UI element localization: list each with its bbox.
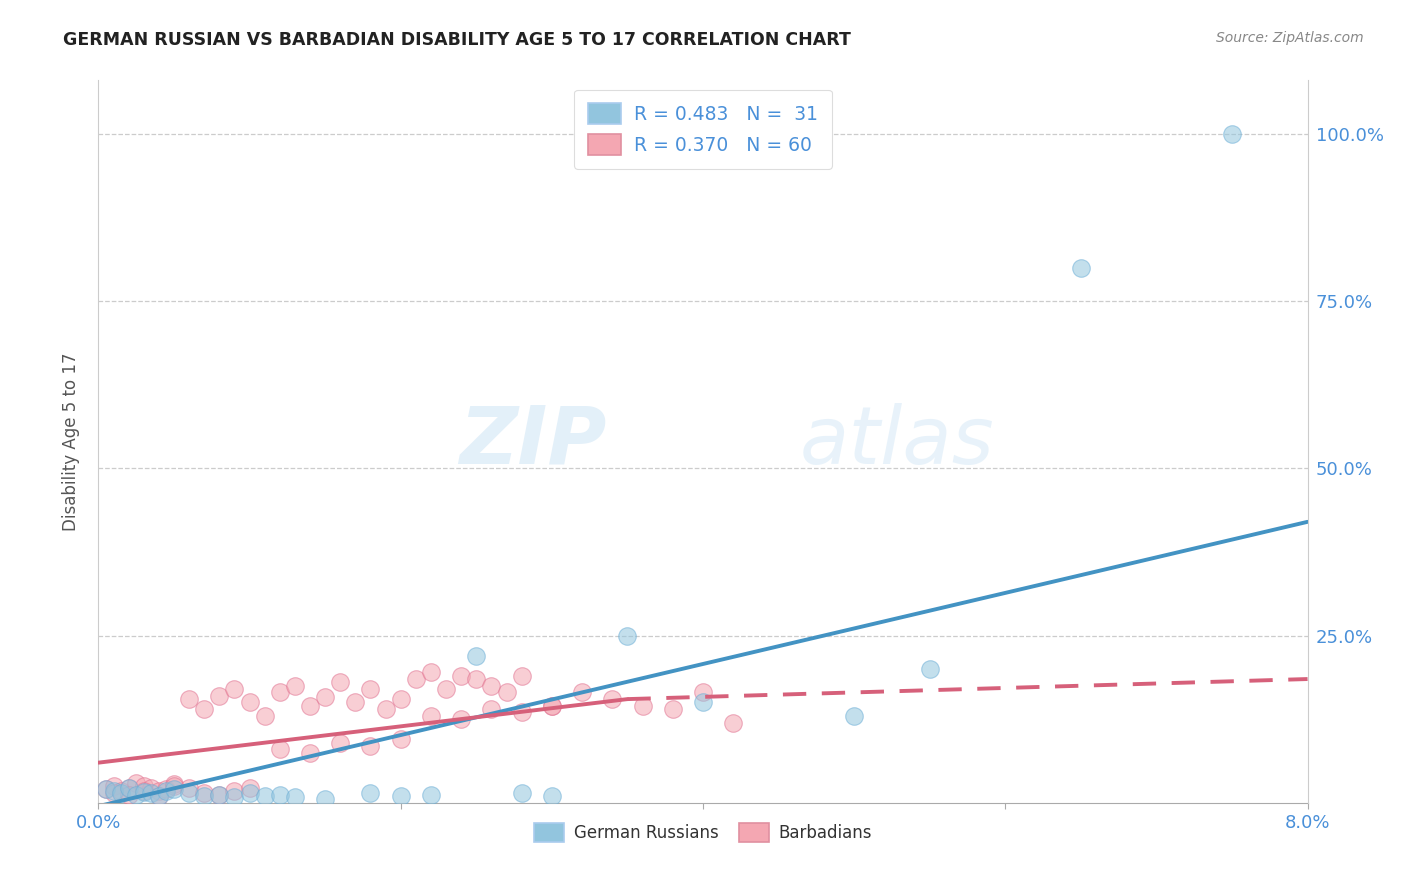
Point (465, 648, 488, 663)
Text: atlas: atlas (800, 402, 994, 481)
Point (179, 692, 201, 706)
Point (163, 777, 186, 791)
Legend: German Russians, Barbadians: German Russians, Barbadians (527, 816, 879, 848)
Point (110, 784, 132, 798)
Point (179, 786, 201, 800)
Point (420, 708, 443, 723)
Point (360, 786, 382, 800)
Point (329, 675, 352, 690)
Point (389, 692, 412, 706)
Point (495, 685, 517, 699)
Point (148, 789, 170, 804)
Point (540, 698, 562, 713)
Point (118, 781, 141, 796)
Point (239, 786, 262, 800)
Point (94, 782, 117, 797)
Point (314, 792, 336, 806)
Point (631, 698, 654, 713)
Point (661, 702, 683, 716)
Point (148, 789, 170, 804)
Point (253, 789, 276, 804)
Point (344, 696, 367, 710)
Point (163, 782, 186, 797)
Point (284, 790, 307, 805)
Point (299, 746, 322, 760)
Point (125, 776, 148, 790)
Point (224, 790, 246, 805)
Point (132, 784, 155, 798)
Text: ZIP: ZIP (458, 402, 606, 481)
Point (465, 672, 488, 686)
Point (571, 685, 593, 699)
Text: Source: ZipAtlas.com: Source: ZipAtlas.com (1216, 31, 1364, 45)
Point (163, 779, 186, 793)
Point (481, 702, 503, 716)
Point (420, 788, 443, 802)
Point (510, 786, 533, 800)
Point (155, 782, 177, 797)
Point (118, 781, 141, 796)
Point (1070, 260, 1092, 275)
Point (602, 692, 624, 706)
Point (314, 690, 336, 705)
Point (269, 788, 291, 802)
Point (208, 788, 231, 802)
Point (269, 685, 291, 699)
Text: GERMAN RUSSIAN VS BARBADIAN DISABILITY AGE 5 TO 17 CORRELATION CHART: GERMAN RUSSIAN VS BARBADIAN DISABILITY A… (63, 31, 851, 49)
Point (420, 665, 443, 680)
Point (918, 662, 941, 676)
Point (1220, 127, 1243, 141)
Point (193, 789, 215, 804)
Point (239, 696, 262, 710)
Point (155, 784, 177, 798)
Point (110, 786, 132, 800)
Point (208, 788, 231, 802)
Point (692, 696, 714, 710)
Point (94, 782, 117, 797)
Point (269, 742, 291, 756)
Point (284, 679, 307, 693)
Point (148, 784, 170, 798)
Point (253, 708, 276, 723)
Point (540, 789, 562, 804)
Point (616, 628, 638, 642)
Point (723, 715, 745, 730)
Point (360, 739, 382, 753)
Point (692, 685, 714, 699)
Point (179, 781, 201, 796)
Point (510, 706, 533, 720)
Point (224, 681, 246, 696)
Point (132, 785, 155, 799)
Point (103, 779, 125, 793)
Point (141, 787, 163, 801)
Point (360, 681, 382, 696)
Point (450, 669, 472, 683)
Point (132, 779, 155, 793)
Point (193, 702, 215, 716)
Point (239, 781, 262, 796)
Point (389, 789, 412, 804)
Point (844, 708, 866, 723)
Point (224, 784, 246, 798)
Point (405, 672, 427, 686)
Point (141, 781, 163, 796)
Point (389, 732, 412, 747)
Point (299, 698, 322, 713)
Point (329, 735, 352, 749)
Point (374, 702, 396, 716)
Point (208, 689, 231, 703)
Point (540, 698, 562, 713)
Point (193, 786, 215, 800)
Point (125, 788, 148, 802)
Point (510, 669, 533, 683)
Point (103, 786, 125, 800)
Point (450, 712, 472, 726)
Point (118, 788, 141, 802)
Point (481, 679, 503, 693)
Point (434, 681, 457, 696)
Y-axis label: Disability Age 5 to 17: Disability Age 5 to 17 (62, 352, 80, 531)
Point (103, 784, 125, 798)
